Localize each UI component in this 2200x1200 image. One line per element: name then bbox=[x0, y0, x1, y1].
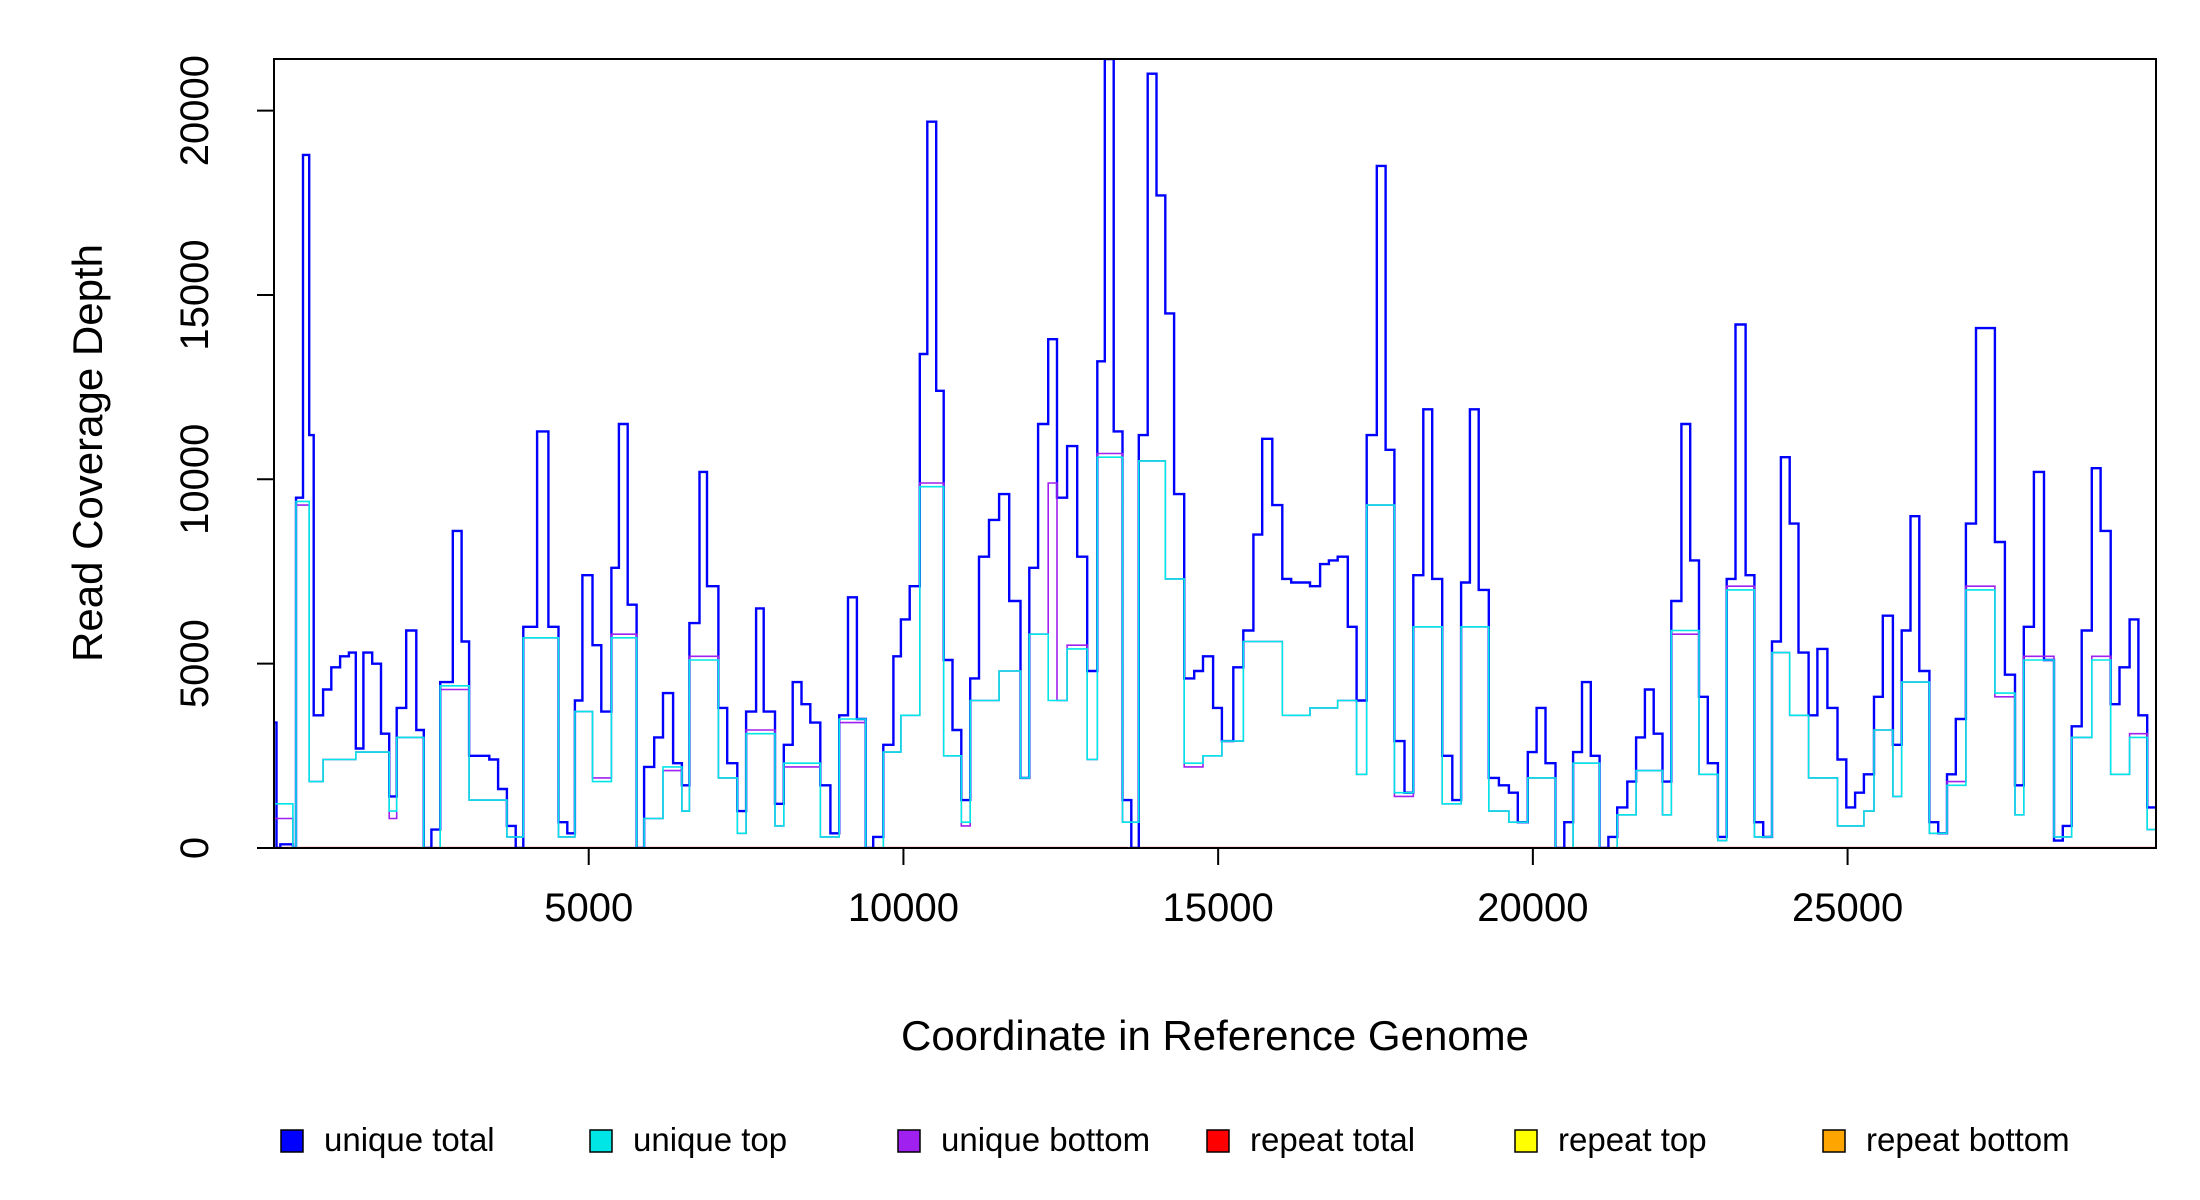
legend-item-repeat-total: repeat total bbox=[1206, 1121, 1415, 1158]
y-axis-title: Read Coverage Depth bbox=[64, 244, 111, 662]
x-tick-label: 5000 bbox=[544, 886, 633, 930]
legend-label-unique-top: unique top bbox=[633, 1121, 787, 1158]
y-tick-label: 15000 bbox=[173, 239, 217, 350]
legend-label-repeat-total: repeat total bbox=[1250, 1121, 1415, 1158]
legend-label-unique-bottom: unique bottom bbox=[941, 1121, 1150, 1158]
x-tick-label: 15000 bbox=[1163, 886, 1274, 930]
legend-swatch-unique-total bbox=[280, 1129, 304, 1153]
plot-frame bbox=[273, 58, 2157, 849]
x-tick-label: 20000 bbox=[1477, 886, 1588, 930]
legend-swatch-unique-top bbox=[589, 1129, 613, 1153]
plot-area bbox=[274, 59, 2156, 848]
series-line-unique-top bbox=[274, 456, 2156, 848]
x-axis-title: Coordinate in Reference Genome bbox=[901, 1012, 1529, 1059]
series-line-unique-bottom bbox=[274, 452, 2156, 848]
legend-swatch-repeat-top bbox=[1514, 1129, 1538, 1153]
legend-swatch-repeat-total bbox=[1206, 1129, 1230, 1153]
legend-label-repeat-bottom: repeat bottom bbox=[1866, 1121, 2070, 1158]
y-tick-label: 5000 bbox=[173, 619, 217, 708]
series-line-unique-total bbox=[274, 59, 2156, 848]
legend-label-unique-total: unique total bbox=[324, 1121, 495, 1158]
x-tick-label: 25000 bbox=[1792, 886, 1903, 930]
y-axis: 0 5000 10000 15000 20000 bbox=[173, 55, 274, 859]
legend-swatch-repeat-bottom bbox=[1822, 1129, 1846, 1153]
legend-item-unique-total: unique total bbox=[280, 1121, 495, 1158]
legend: unique total unique top unique bottom repea… bbox=[280, 1121, 2070, 1158]
x-axis: 5000 10000 15000 20000 25000 bbox=[544, 848, 1903, 930]
legend-item-repeat-top: repeat top bbox=[1514, 1121, 1707, 1158]
x-tick-label: 10000 bbox=[848, 886, 959, 930]
y-tick-label: 0 bbox=[173, 837, 217, 859]
legend-item-unique-bottom: unique bottom bbox=[897, 1121, 1150, 1158]
legend-label-repeat-top: repeat top bbox=[1558, 1121, 1707, 1158]
y-tick-label: 20000 bbox=[173, 55, 217, 166]
legend-item-repeat-bottom: repeat bottom bbox=[1822, 1121, 2070, 1158]
y-tick-label: 10000 bbox=[173, 424, 217, 535]
legend-item-unique-top: unique top bbox=[589, 1121, 787, 1158]
legend-swatch-unique-bottom bbox=[897, 1129, 921, 1153]
